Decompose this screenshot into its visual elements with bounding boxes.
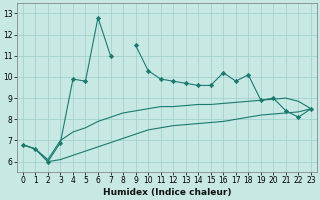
X-axis label: Humidex (Indice chaleur): Humidex (Indice chaleur) [103,188,231,197]
